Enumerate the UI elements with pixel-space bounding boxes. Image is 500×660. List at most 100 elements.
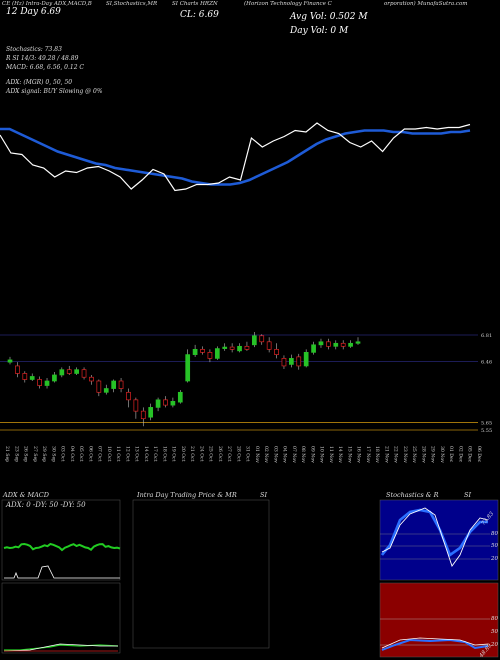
date-label: 21 Nov xyxy=(383,446,389,463)
date-label: 18 Oct xyxy=(161,446,167,462)
date-label: 22 Nov xyxy=(393,446,399,463)
date-label: 05 Oct xyxy=(78,446,84,462)
date-label: 02 Nov xyxy=(263,446,269,463)
stoch-k xyxy=(380,508,488,558)
company-name: (Horizon Technology Finance C xyxy=(244,1,332,7)
candle-body xyxy=(296,356,302,367)
date-label: 14 Nov xyxy=(337,446,343,463)
date-label: 26 Oct xyxy=(217,446,223,462)
candle-body xyxy=(281,358,287,367)
level-label: 5.55 xyxy=(481,428,492,434)
date-label: 28 Nov xyxy=(420,446,426,463)
candle-body xyxy=(74,369,79,374)
candle-body xyxy=(259,335,265,343)
date-label: 04 Nov xyxy=(282,446,288,463)
intra-panel-si: SI xyxy=(260,491,268,499)
date-label: 13 Oct xyxy=(134,446,140,462)
date-label: 01 Dec xyxy=(448,446,454,463)
adx-readout: ADX: 0 -DY: 50 -DY: 50 xyxy=(6,501,86,509)
date-label: 23 Sep xyxy=(13,446,19,462)
candle-body xyxy=(22,373,28,380)
date-label: 29 Nov xyxy=(430,446,436,463)
date-label: 19 Oct xyxy=(171,446,177,462)
level-label: 6.46 xyxy=(481,359,492,365)
candle-body xyxy=(333,342,339,347)
intra-day-panel xyxy=(132,499,270,649)
date-label: 09 Nov xyxy=(309,446,315,463)
date-label: 12 Oct xyxy=(124,446,130,462)
date-label: 04 Oct xyxy=(69,446,75,462)
date-label: 18 Nov xyxy=(374,446,380,463)
date-label: 30 Sep xyxy=(50,446,56,462)
candle-body xyxy=(222,346,228,349)
date-label: 10 Oct xyxy=(106,446,112,462)
stochastics-panel xyxy=(379,499,499,581)
date-label: 25 Oct xyxy=(208,446,214,462)
macd-line xyxy=(4,644,119,651)
candle-body xyxy=(118,380,124,389)
candle-body xyxy=(170,401,176,406)
date-label: 10 Nov xyxy=(319,446,325,463)
main-chart: 6.81 6.46 5.65 5.55 21 Sep 23 Sep 26 Sep 27 Sep… xyxy=(0,122,492,463)
candle-body xyxy=(311,344,316,353)
candle-body xyxy=(81,369,87,378)
candle-body xyxy=(318,341,324,346)
candle-body xyxy=(192,348,198,355)
candle-body xyxy=(52,374,57,382)
date-label: 31 Oct xyxy=(245,446,251,462)
date-label: 03 Nov xyxy=(272,446,278,463)
stoch-d xyxy=(381,507,489,567)
info-adx: ADX: (MGR) 0, 50, 50 xyxy=(6,79,73,86)
intra-panel-title: Intra Day Trading Price & MR xyxy=(137,491,237,499)
company-name-cont: orporation) MunafaSutra.com xyxy=(384,1,468,7)
candle-body xyxy=(251,335,257,346)
candle-body xyxy=(133,399,139,412)
date-label: 03 Oct xyxy=(60,446,66,462)
date-label: 30 Nov xyxy=(439,446,445,463)
candle-body xyxy=(111,380,117,389)
candle-body xyxy=(348,342,353,347)
level-label: 6.81 xyxy=(481,333,492,339)
candle-body xyxy=(37,379,42,386)
candle-body xyxy=(126,391,131,401)
rsi-tick-80: 80 xyxy=(491,616,498,622)
date-label: 06 Oct xyxy=(87,446,93,462)
date-label: 11 Nov xyxy=(328,446,334,463)
macd-panel xyxy=(1,582,121,654)
price-line xyxy=(0,122,471,192)
date-label: 25 Nov xyxy=(411,446,417,463)
stoch-tick-20: 20 xyxy=(491,556,498,562)
rsi-line-blue xyxy=(381,638,489,651)
date-label: 27 Sep xyxy=(32,446,38,462)
candle-body xyxy=(244,345,250,350)
candle-body xyxy=(89,376,94,382)
candle-body xyxy=(340,342,346,347)
date-label: 06 Dec xyxy=(476,446,482,463)
candle-body xyxy=(103,388,109,393)
date-label: 20 Oct xyxy=(180,446,186,462)
info-macd: MACD: 6.68, 6.56, 0.12 C xyxy=(6,64,85,71)
info-stochastics: Stochastics: 73.83 xyxy=(6,46,62,53)
candle-body xyxy=(66,369,72,374)
candle-body xyxy=(237,345,242,352)
date-label: 07 Nov xyxy=(291,446,297,463)
candle-body xyxy=(163,399,168,406)
candle-body xyxy=(7,359,13,363)
info-adx-signal: ADX signal: BUY Slowing @ 0% xyxy=(6,88,103,95)
candle-body xyxy=(140,410,146,420)
date-label: 23 Nov xyxy=(402,446,408,463)
date-label: 29 Sep xyxy=(41,446,47,462)
close-label: CL: 6.69 xyxy=(180,10,219,20)
candle-body xyxy=(355,341,361,344)
rsi-line xyxy=(381,637,489,649)
indicators-label: SI,Stochastics,MR xyxy=(106,1,158,7)
chart-label: CE (Hz) Intra-Day ADX,MACD,B xyxy=(2,1,92,7)
date-label: 11 Oct xyxy=(115,446,121,462)
date-label: 28 Oct xyxy=(235,446,241,462)
di-line xyxy=(4,565,120,579)
candle-body xyxy=(214,348,220,359)
ma-line xyxy=(0,127,471,186)
candle-body xyxy=(266,341,272,350)
date-label: 21 Oct xyxy=(189,446,195,462)
